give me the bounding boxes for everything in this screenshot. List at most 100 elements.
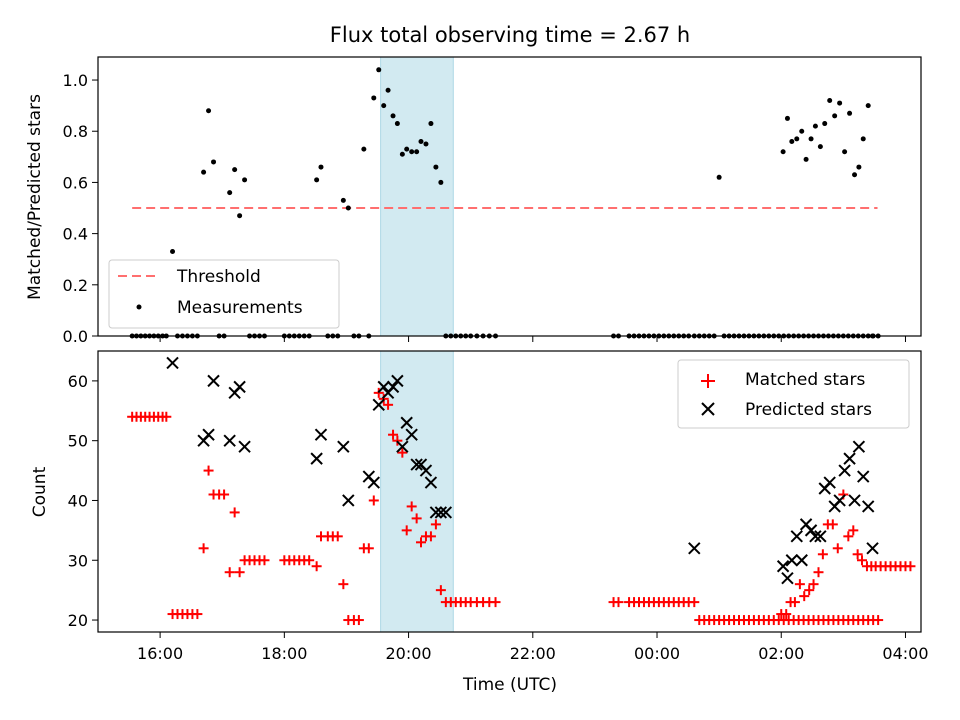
matched-star-point	[804, 585, 815, 596]
matched-star-point	[613, 597, 624, 608]
matched-star-point	[388, 429, 399, 440]
predicted-star-point	[823, 476, 836, 489]
predicted-star-point	[795, 554, 808, 567]
matched-star-point	[689, 597, 700, 608]
predicted-star-point	[814, 530, 827, 543]
top-axes-frame	[97, 56, 922, 337]
bottom-legend: Matched stars Predicted stars	[677, 359, 910, 429]
y-tick-label: 50	[68, 432, 88, 451]
matched-star-point	[219, 489, 230, 500]
predicted-star-point	[857, 470, 870, 483]
bottom-y-axis-label: Count	[30, 466, 50, 517]
measurement-point	[852, 172, 858, 178]
predicted-star-point	[848, 494, 861, 507]
matched-star-point	[234, 567, 245, 578]
predicted-star-point	[424, 476, 438, 489]
y-tick-label: 0.0	[63, 327, 88, 346]
measurement-point	[847, 110, 853, 116]
matched-star-point	[304, 555, 315, 566]
measurement-point	[827, 98, 833, 104]
measurement-point	[170, 249, 176, 255]
predicted-star-point	[377, 380, 390, 394]
predicted-star-point	[843, 452, 856, 465]
matched-star-point	[311, 561, 322, 572]
predicted-star-point	[314, 428, 328, 441]
matched-star-point	[813, 567, 824, 578]
y-tick-label: 0.4	[63, 225, 88, 244]
predicted-star-point	[396, 440, 409, 453]
predicted-star-point	[202, 428, 215, 441]
measurement-point	[423, 141, 429, 147]
predicted-star-point	[223, 434, 236, 447]
measurement-point	[404, 146, 410, 152]
matched-star-point	[353, 615, 364, 626]
bottom-x-ticks: 16:00 18:00 20:00 22:00 00:00 02:00 04:00	[137, 632, 929, 663]
top-x-ticks	[159, 336, 906, 342]
predicted-star-point	[410, 458, 423, 471]
legend-matched-swatch	[701, 374, 715, 388]
measurement-point	[232, 167, 238, 173]
measurement-point	[433, 164, 439, 170]
matched-star-point	[430, 519, 441, 530]
measurement-point	[808, 136, 814, 142]
measurement-point	[860, 136, 866, 142]
matched-star-point	[799, 591, 810, 602]
measurement-point	[385, 87, 391, 93]
measurement-point	[394, 121, 400, 127]
predicted-star-point	[405, 428, 418, 441]
legend-matched-label: Matched stars	[745, 370, 865, 390]
matched-star-point	[781, 609, 792, 620]
measurement-point	[784, 115, 790, 121]
predicted-star-point	[391, 374, 404, 388]
measurement-point	[390, 113, 396, 119]
matched-star-point	[415, 537, 426, 548]
matched-star-point	[789, 597, 800, 608]
matched-star-point	[192, 609, 203, 620]
count-panel: 20 30 40 50 60 16:00 18:00 20:00 22:00 00:00 02:0…	[30, 350, 929, 695]
measurement-point	[361, 146, 367, 152]
predicted-star-point	[233, 380, 246, 394]
legend-predicted-label: Predicted stars	[745, 400, 872, 420]
measurement-point	[438, 179, 444, 185]
y-tick-label: 30	[68, 551, 88, 570]
matched-star-point	[490, 597, 501, 608]
measurement-point	[345, 205, 351, 211]
matched-star-point	[259, 555, 270, 566]
matched-star-point	[161, 411, 172, 422]
ratio-panel: 0.0 0.2 0.4 0.6 0.8 1.0 Flux total observing …	[25, 23, 922, 346]
predicted-star-point	[804, 524, 818, 537]
x-tick-label: 00:00	[634, 644, 680, 663]
measurement-point	[780, 149, 786, 155]
matched-star-point	[808, 579, 819, 590]
y-tick-label: 0.2	[63, 276, 88, 295]
measurement-point	[794, 136, 800, 142]
matched-star-point	[224, 567, 235, 578]
predicted-star-point	[838, 464, 851, 477]
measurement-point	[206, 108, 212, 114]
predicted-star-point	[419, 464, 433, 477]
predicted-star-point	[439, 506, 453, 519]
measurement-point	[716, 174, 722, 180]
predicted-star-point	[852, 440, 866, 453]
predicted-star-point	[809, 530, 822, 543]
x-tick-label: 04:00	[882, 644, 928, 663]
bottom-y-ticks: 20 30 40 50 60	[68, 372, 98, 630]
measurement-point	[201, 169, 207, 175]
measurement-point	[242, 177, 248, 183]
bottom-legend-box	[677, 359, 910, 429]
bottom-x-axis-label: Time (UTC)	[462, 675, 557, 695]
matched-star-point	[856, 555, 867, 566]
measurement-point	[211, 159, 217, 165]
matched-star-point	[848, 525, 859, 536]
measurement-point	[371, 95, 377, 101]
measurement-point	[314, 177, 320, 183]
measurement-point	[817, 144, 823, 150]
legend-predicted-swatch	[701, 402, 715, 416]
observing-windows-top	[380, 56, 454, 337]
predicted-star-point	[386, 380, 400, 394]
measurement-point	[803, 156, 809, 162]
matched-star-point	[332, 531, 343, 542]
matched-star-point	[368, 495, 379, 506]
matched-star-point	[363, 543, 374, 554]
